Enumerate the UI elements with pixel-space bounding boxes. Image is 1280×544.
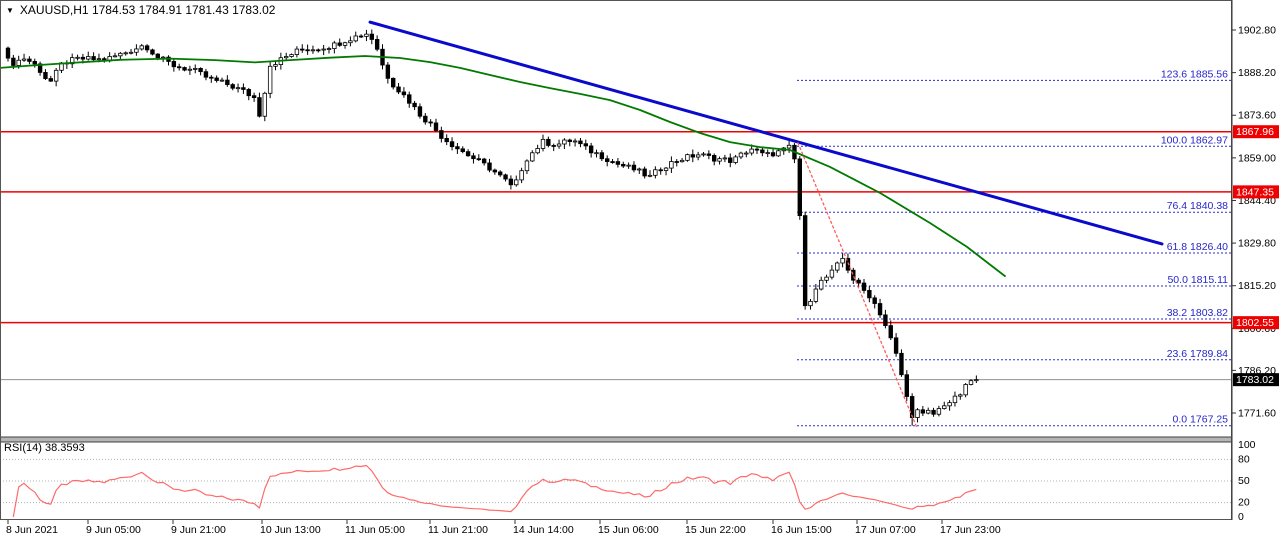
svg-text:1815.20: 1815.20 — [1238, 280, 1276, 292]
svg-text:11 Jun 21:00: 11 Jun 21:00 — [428, 524, 488, 536]
svg-text:80: 80 — [1238, 453, 1250, 465]
svg-text:9 Jun 05:00: 9 Jun 05:00 — [86, 524, 141, 536]
dropdown-icon[interactable]: ▼ — [6, 6, 14, 15]
svg-text:50.0 1815.11: 50.0 1815.11 — [1167, 274, 1228, 286]
svg-text:1859.00: 1859.00 — [1238, 152, 1276, 164]
svg-text:100: 100 — [1238, 439, 1256, 451]
svg-text:20: 20 — [1238, 497, 1250, 509]
svg-text:0.0 1767.25: 0.0 1767.25 — [1173, 414, 1229, 426]
breakdown-trendline — [797, 142, 918, 429]
chart-title-bar: ▼ XAUUSD,H1 1784.53 1784.91 1781.43 1783… — [6, 3, 275, 17]
svg-text:17 Jun 23:00: 17 Jun 23:00 — [940, 524, 1001, 536]
svg-text:9 Jun 21:00: 9 Jun 21:00 — [171, 524, 226, 536]
svg-text:14 Jun 14:00: 14 Jun 14:00 — [513, 524, 574, 536]
svg-text:10 Jun 13:00: 10 Jun 13:00 — [260, 524, 321, 536]
price-tag — [1233, 125, 1279, 139]
svg-text:1771.60: 1771.60 — [1238, 408, 1276, 420]
price-tag — [1233, 185, 1279, 199]
svg-text:1888.20: 1888.20 — [1238, 67, 1276, 79]
svg-text:123.6 1885.56: 123.6 1885.56 — [1161, 68, 1228, 80]
descending-trendline — [368, 20, 1164, 246]
svg-text:8 Jun 2021: 8 Jun 2021 — [6, 524, 58, 536]
svg-text:76.4 1840.38: 76.4 1840.38 — [1167, 200, 1228, 212]
svg-text:50: 50 — [1238, 475, 1250, 487]
svg-text:1783.02: 1783.02 — [1236, 374, 1274, 386]
svg-text:1847.35: 1847.35 — [1236, 186, 1274, 198]
svg-text:1873.60: 1873.60 — [1238, 110, 1276, 122]
svg-text:17 Jun 07:00: 17 Jun 07:00 — [855, 524, 916, 536]
svg-text:15 Jun 22:00: 15 Jun 22:00 — [685, 524, 746, 536]
svg-text:16 Jun 15:00: 16 Jun 15:00 — [771, 524, 832, 536]
svg-text:15 Jun 06:00: 15 Jun 06:00 — [598, 524, 659, 536]
price-axis[interactable]: 1902.801888.201873.601859.001844.401829.… — [1231, 0, 1279, 523]
svg-text:0: 0 — [1238, 511, 1244, 523]
trendlines[interactable] — [368, 20, 1164, 429]
svg-text:1802.55: 1802.55 — [1236, 317, 1274, 329]
symbol-ohlc-text: XAUUSD,H1 1784.53 1784.91 1781.43 1783.0… — [19, 3, 276, 17]
rsi-indicator-label: RSI(14) 38.3593 — [4, 442, 85, 454]
time-axis[interactable]: 8 Jun 2021 9 Jun 05:00 9 Jun 21:00 10 Jun 1… — [6, 520, 1001, 536]
price-tag — [1233, 373, 1279, 387]
svg-text:1902.80: 1902.80 — [1238, 25, 1276, 37]
candles-layer — [5, 29, 979, 426]
pane-separator[interactable] — [0, 436, 1232, 443]
svg-text:11 Jun 05:00: 11 Jun 05:00 — [345, 524, 405, 536]
svg-text:61.8 1826.40: 61.8 1826.40 — [1167, 241, 1228, 253]
moving-average-line — [0, 55, 1006, 278]
resistance-lines — [0, 130, 1232, 324]
svg-text:23.6 1789.84: 23.6 1789.84 — [1167, 348, 1228, 360]
rsi-pane — [0, 458, 1232, 518]
fibonacci-labels: 123.6 1885.56 100.0 1862.97 76.4 1840.38 61… — [1161, 68, 1228, 425]
svg-text:38.2 1803.82: 38.2 1803.82 — [1167, 307, 1228, 319]
rsi-line — [12, 464, 977, 518]
svg-text:100.0 1862.97: 100.0 1862.97 — [1161, 134, 1228, 146]
svg-text:1867.96: 1867.96 — [1236, 126, 1274, 138]
svg-text:1829.80: 1829.80 — [1238, 238, 1276, 250]
price-tag — [1233, 316, 1279, 330]
fibonacci-retracement — [797, 79, 1232, 427]
